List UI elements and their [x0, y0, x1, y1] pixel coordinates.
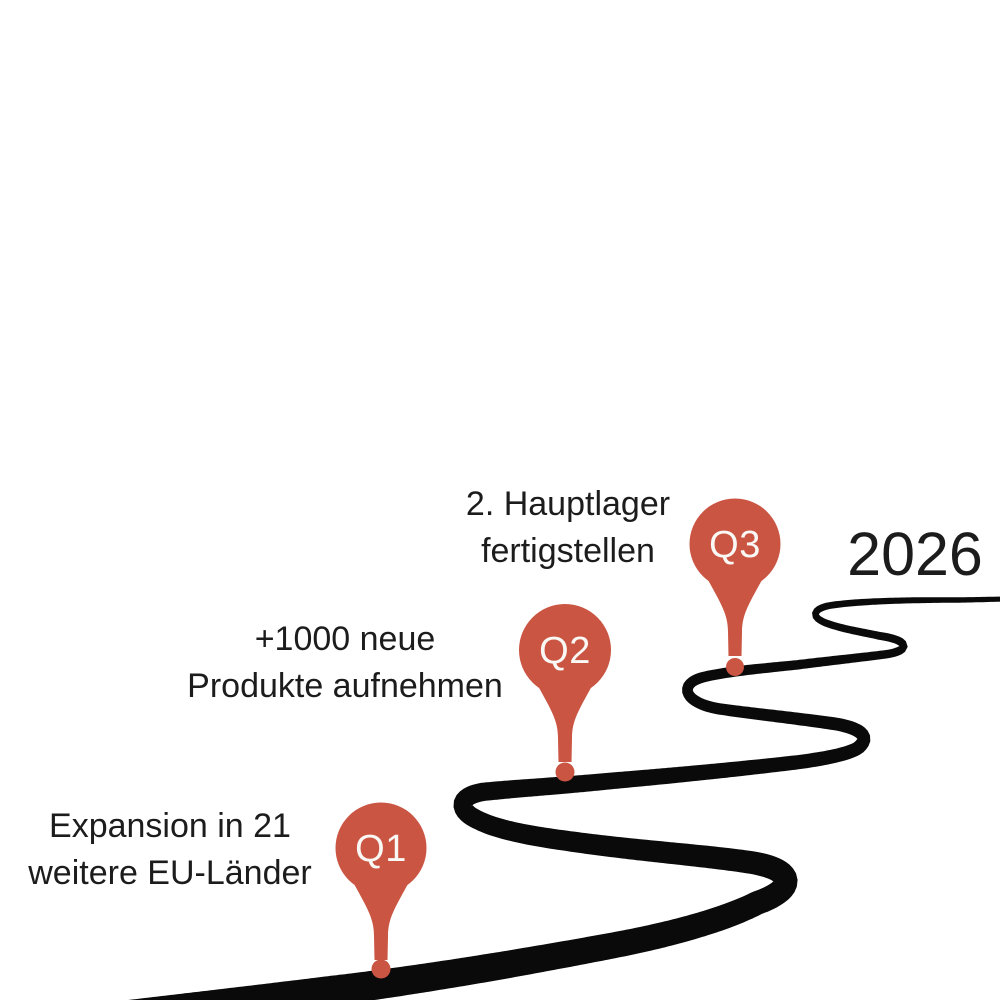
pin-stem — [707, 578, 763, 656]
pin-tip-ball — [371, 959, 391, 979]
milestone-label-line1: 2. Hauptlager — [465, 485, 671, 523]
milestone-label-line1: +1000 neue — [254, 620, 436, 658]
milestone-label-line2: weitere EU-Länder — [28, 854, 312, 892]
pin-quarter-label: Q3 — [709, 524, 761, 566]
pin-tip-ball — [726, 658, 744, 676]
pin-quarter-label: Q1 — [355, 828, 407, 870]
milestone-label-line2: fertigstellen — [481, 532, 655, 570]
pin-tip-ball — [555, 762, 575, 782]
year-label: 2026 — [847, 520, 983, 588]
milestone-pin-q2: Q2 — [519, 604, 611, 782]
milestone-label-q1: Expansion in 21 weitere EU-Länder — [0, 803, 340, 897]
milestone-label-line2: Produkte aufnehmen — [187, 667, 503, 705]
pin-balloon — [335, 802, 427, 894]
road — [128, 596, 1000, 1000]
milestone-pin-q1: Q1 — [335, 802, 427, 979]
pin-quarter-label: Q2 — [539, 630, 591, 672]
milestone-pin-q3: Q3 — [689, 498, 781, 676]
pin-balloon — [519, 604, 611, 696]
milestone-label-q3: 2. Hauptlager fertigstellen — [408, 481, 728, 575]
milestone-label-line1: Expansion in 21 — [49, 807, 291, 845]
pin-balloon — [689, 498, 781, 590]
milestone-label-q2: +1000 neue Produkte aufnehmen — [165, 616, 525, 710]
pin-stem — [537, 684, 593, 762]
pin-stem — [353, 882, 409, 960]
